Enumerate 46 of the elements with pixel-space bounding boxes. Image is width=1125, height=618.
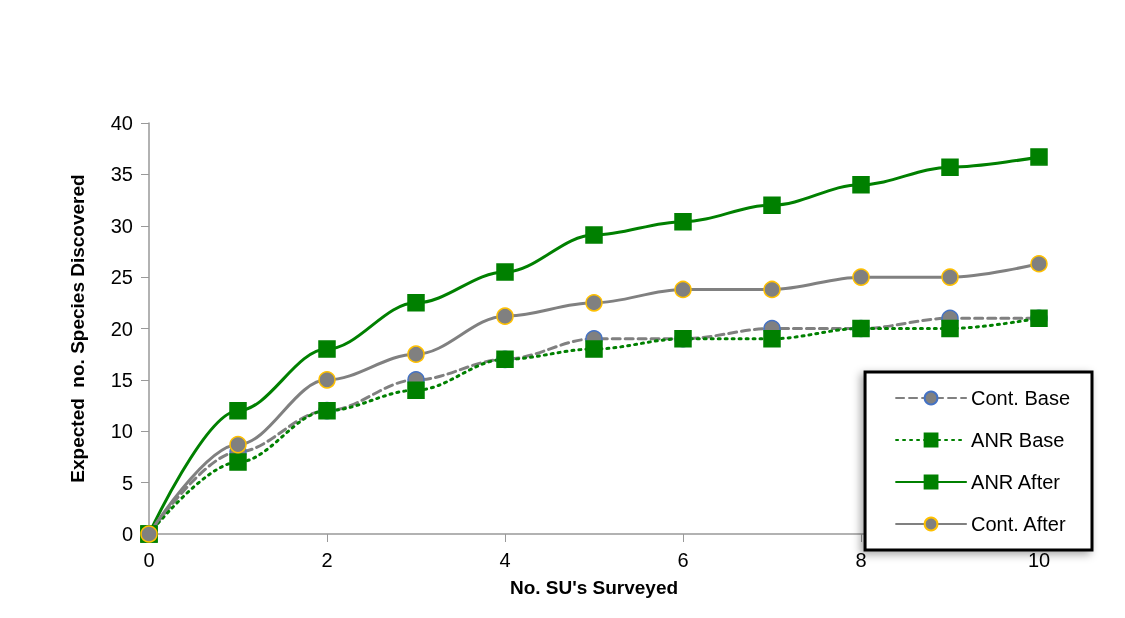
point — [407, 381, 425, 399]
point — [407, 345, 425, 363]
point — [1030, 148, 1048, 166]
y-tick-label: 15 — [110, 368, 133, 391]
point — [941, 268, 959, 286]
point — [496, 307, 514, 325]
point — [318, 371, 336, 389]
x-tick-label: 10 — [1027, 549, 1051, 571]
y-tick-label: 0 — [121, 523, 133, 545]
point — [763, 330, 781, 348]
x-tick-label: 4 — [499, 549, 511, 571]
point — [229, 453, 247, 471]
point — [229, 401, 247, 420]
x-tick-label: 0 — [143, 549, 155, 571]
point — [318, 340, 336, 358]
point — [674, 280, 692, 299]
y-tick-label: 10 — [110, 420, 133, 443]
point — [674, 212, 692, 231]
y-tick-label: 30 — [110, 214, 133, 237]
point — [1030, 255, 1048, 273]
y-tick-label: 5 — [121, 471, 133, 494]
point — [852, 175, 870, 194]
legend-label: ANR After — [971, 471, 1061, 493]
x-tick-label: 6 — [677, 549, 689, 571]
x-tick-label: 2 — [321, 549, 333, 571]
point — [496, 263, 514, 281]
legend-label: Cont. Base — [971, 387, 1071, 409]
x-axis-title: No. SU's Surveyed — [509, 577, 679, 598]
point — [763, 196, 781, 214]
point — [852, 268, 870, 286]
y-tick-label: 35 — [110, 163, 133, 186]
x-tick-label: 8 — [855, 549, 867, 571]
point — [407, 294, 425, 312]
point — [585, 340, 603, 358]
point — [585, 294, 603, 312]
y-tick-label: 25 — [110, 266, 133, 289]
point — [585, 226, 603, 244]
legend-label: ANR Base — [971, 429, 1065, 451]
point — [763, 280, 781, 299]
y-tick-label: 20 — [110, 317, 133, 340]
y-axis-title: Expected no. Species Discovered — [67, 174, 88, 483]
point — [941, 158, 959, 176]
y-tick-label: 40 — [110, 112, 133, 134]
legend-label: Cont. After — [971, 513, 1066, 535]
point — [229, 435, 247, 454]
point — [941, 319, 959, 338]
